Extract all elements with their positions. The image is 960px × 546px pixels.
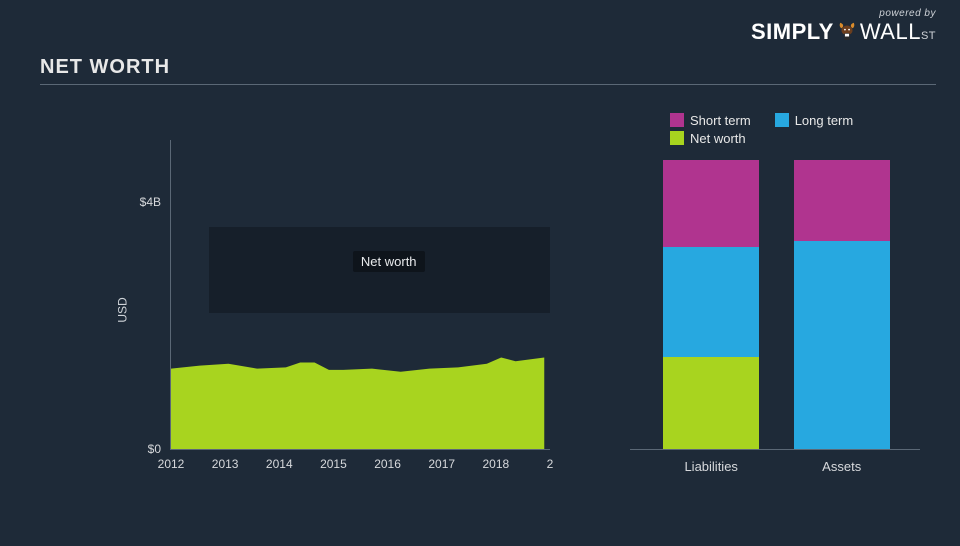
liabilities-assets-bar-chart: Short termLong termNet worth Liabilities… xyxy=(620,120,930,500)
brand-name: SIMPLY WALLST xyxy=(751,19,936,45)
bar-plot: LiabilitiesAssets xyxy=(630,160,920,450)
section-divider xyxy=(40,84,936,85)
legend-label: Net worth xyxy=(690,131,746,146)
bar-x-label: Liabilities xyxy=(684,449,737,474)
legend-label: Short term xyxy=(690,113,751,128)
bar-segment-short_term xyxy=(794,160,890,241)
y-axis-label: USD xyxy=(116,297,130,322)
legend-item-long_term: Long term xyxy=(775,112,854,130)
x-tick-label: 2017 xyxy=(428,449,455,471)
brand-thin: WALL xyxy=(860,19,921,44)
bar-x-label: Assets xyxy=(822,449,861,474)
tooltip-label: Net worth xyxy=(361,254,417,269)
legend-swatch xyxy=(775,113,789,127)
x-tick-label: 2013 xyxy=(212,449,239,471)
bar-segment-long_term xyxy=(794,241,890,449)
x-tick-label: 2014 xyxy=(266,449,293,471)
section-title: NET WORTH xyxy=(40,56,170,79)
net-worth-area-chart: USD Net worth $0$4B201220132014201520162… xyxy=(110,120,560,500)
area-tooltip: Net worth xyxy=(353,251,425,272)
x-tick-label: 2016 xyxy=(374,449,401,471)
bull-icon xyxy=(836,20,858,42)
brand-suffix: ST xyxy=(921,30,936,42)
y-tick-label: $4B xyxy=(140,195,171,209)
legend-item-net_worth: Net worth xyxy=(670,130,746,148)
x-tick-label: 2 xyxy=(547,449,554,471)
area-series xyxy=(171,140,550,449)
bar-segment-long_term xyxy=(663,247,759,357)
x-tick-label: 2018 xyxy=(482,449,509,471)
bar-column xyxy=(794,160,890,449)
bar-legend: Short term Long term Net worth xyxy=(670,112,930,148)
bar-column xyxy=(663,160,759,449)
legend-item-short_term: Short term xyxy=(670,112,751,130)
x-tick-label: 2015 xyxy=(320,449,347,471)
brand-bold: SIMPLY xyxy=(751,19,834,44)
brand-logo: powered by SIMPLY WALLST xyxy=(751,8,936,45)
powered-by-label: powered by xyxy=(751,8,936,19)
legend-swatch xyxy=(670,131,684,145)
x-tick-label: 2012 xyxy=(158,449,185,471)
bar-segment-short_term xyxy=(663,160,759,247)
area-plot: Net worth $0$4B2012201320142015201620172… xyxy=(170,140,550,450)
bar-segment-net_worth xyxy=(663,357,759,449)
legend-label: Long term xyxy=(795,113,854,128)
legend-swatch xyxy=(670,113,684,127)
charts-container: USD Net worth $0$4B201220132014201520162… xyxy=(0,100,960,522)
